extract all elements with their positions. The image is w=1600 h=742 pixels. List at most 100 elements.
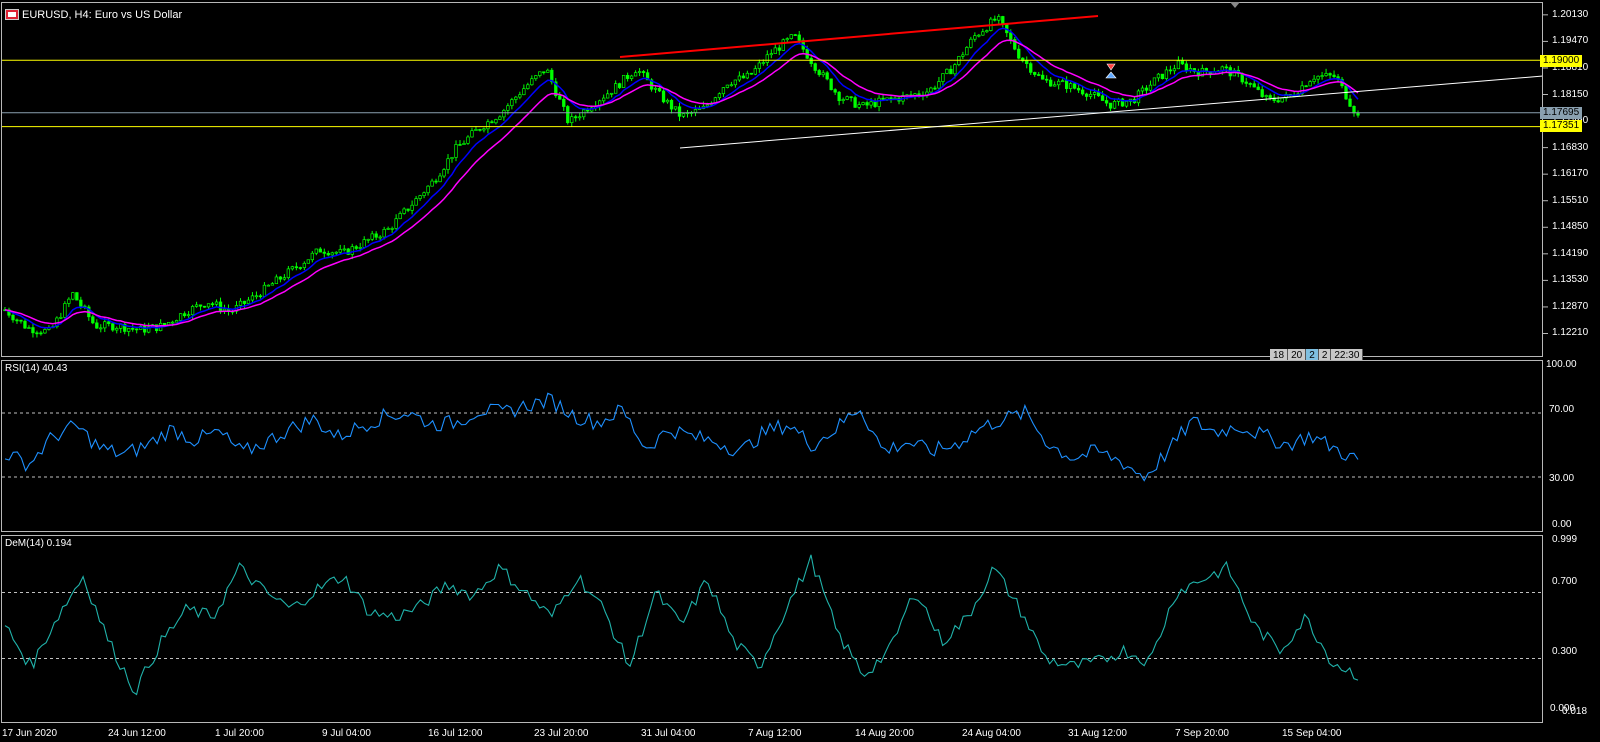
candle-body [242, 300, 247, 304]
candle-body [657, 87, 662, 92]
candle-body [1053, 84, 1057, 87]
candle-body [178, 313, 183, 321]
candle-body [965, 47, 969, 56]
candle-body [278, 276, 283, 280]
mini-scale-item[interactable]: 22:30 [1331, 349, 1364, 362]
date-scale-mini[interactable]: 18 20 2 2 22:30 [1270, 349, 1364, 362]
candle-body [945, 68, 949, 74]
candle-body [374, 233, 378, 238]
candle-body [606, 93, 610, 99]
resistance-price-tag: 1.19000 [1540, 55, 1583, 67]
candle-body [721, 87, 726, 95]
candle-body [514, 96, 518, 100]
time-tick: 17 Jun 2020 [2, 728, 58, 739]
candle-body [725, 84, 730, 88]
demarker-chart[interactable] [0, 535, 1600, 725]
candle-body [506, 105, 510, 111]
dem-tick: 0.300 [1552, 646, 1578, 657]
candle-body [1152, 77, 1157, 86]
candle-body [1252, 83, 1256, 88]
price-tick: 1.16830 [1552, 142, 1589, 153]
candle-body [510, 99, 514, 107]
candle-body [929, 87, 933, 93]
demarker-pane[interactable]: DeM(14) 0.194 0.999 0.700 0.300 0.000 0.… [0, 534, 1600, 725]
lower-trendline [679, 75, 1544, 149]
candle-body [314, 248, 318, 254]
mini-scale-item[interactable]: 2 [1319, 349, 1332, 362]
candle-body [741, 75, 746, 79]
candle-body [1076, 87, 1081, 91]
mini-scale-item[interactable]: 2 [1306, 349, 1319, 362]
rsi-line [4, 392, 1359, 482]
candle-body [558, 95, 562, 100]
rsi-pane[interactable]: RSI(14) 40.43 100.00 70.00 30.00 0.00 [0, 359, 1600, 532]
candle-body [753, 68, 757, 75]
candle-body [107, 321, 111, 325]
price-tick: 1.20130 [1552, 9, 1589, 20]
candle-body [1088, 94, 1093, 97]
candle-body [103, 321, 107, 329]
price-pane[interactable]: EURUSD, H4: Euro vs US Dollar 1.20130 1.1… [0, 0, 1600, 362]
candle-body [99, 327, 103, 330]
candle-body [1096, 92, 1101, 97]
candle-body [11, 314, 15, 321]
time-tick: 14 Aug 20:00 [855, 728, 914, 739]
candle-body [769, 53, 773, 56]
candle-body [1017, 48, 1021, 59]
candle-body [1184, 63, 1189, 71]
candle-body [522, 88, 526, 96]
candle-body [470, 130, 474, 138]
candle-body [174, 320, 179, 323]
candle-body [542, 71, 546, 74]
candle-body [1332, 74, 1336, 78]
mini-scale-item[interactable]: 18 [1270, 349, 1289, 362]
time-tick: 7 Sep 20:00 [1175, 728, 1229, 739]
fast-moving-average-line [4, 27, 1359, 330]
rsi-chart[interactable] [0, 360, 1600, 532]
price-tick: 1.12870 [1552, 301, 1589, 312]
candle-body [298, 267, 302, 269]
candle-body [346, 248, 350, 255]
current-price-tag: 1.17695 [1540, 107, 1583, 119]
candle-body [446, 158, 450, 170]
demarker-label: DeM(14) 0.194 [5, 538, 72, 549]
candle-body [418, 195, 422, 199]
candle-body [350, 246, 354, 255]
candle-body [973, 35, 977, 40]
candle-body [402, 208, 406, 214]
candle-body [170, 321, 175, 324]
price-chart[interactable] [0, 0, 1600, 357]
candle-body [566, 106, 570, 124]
candle-body [757, 62, 761, 69]
time-tick: 15 Sep 04:00 [1282, 728, 1342, 739]
dem-tick: 0.018 [1562, 706, 1588, 717]
mini-scale-item[interactable]: 20 [1288, 349, 1307, 362]
candle-body [194, 304, 199, 307]
candle-body [554, 81, 558, 97]
candle-body [270, 283, 275, 286]
candle-body [1180, 60, 1185, 65]
chart-title: EURUSD, H4: Euro vs US Dollar [22, 9, 183, 21]
candle-body [222, 308, 227, 312]
price-tick: 1.13530 [1552, 274, 1589, 285]
candle-body [1176, 60, 1181, 70]
candle-body [1168, 69, 1173, 72]
candle-body [43, 329, 47, 334]
candle-body [338, 249, 342, 253]
candle-body [641, 71, 646, 74]
sell-arrow-icon [1106, 63, 1116, 71]
candle-body [198, 304, 203, 307]
shift-marker-icon[interactable] [1230, 2, 1240, 8]
candle-body [266, 284, 271, 287]
candle-body [1244, 81, 1248, 84]
candle-body [438, 175, 442, 183]
candle-body [190, 306, 195, 316]
upper-trendline [619, 15, 1099, 58]
candle-body [625, 74, 630, 79]
candle-body [1072, 83, 1077, 89]
candle-body [1328, 73, 1332, 76]
candle-body [745, 72, 750, 79]
candle-body [334, 251, 338, 254]
candle-body [135, 328, 139, 331]
candle-body [206, 303, 211, 308]
